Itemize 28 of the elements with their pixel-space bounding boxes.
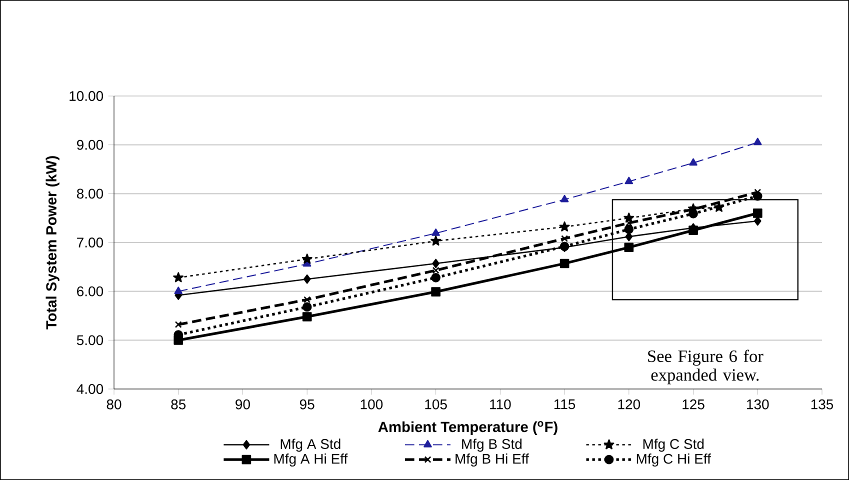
y-tick-label: 9.00 <box>77 140 104 150</box>
legend-label: Mfg A Std <box>280 438 340 452</box>
y-axis-title: Total System Power (kW) <box>46 156 60 330</box>
x-tick-label: 125 <box>682 399 704 410</box>
y-tick-label: 6.00 <box>77 286 104 296</box>
legend-label: Mfg A Hi Eff <box>274 453 348 467</box>
y-tick-label: 4.00 <box>76 384 104 394</box>
legend-label: Mfg C Hi Eff <box>636 453 712 467</box>
y-tick-label: 8.00 <box>76 188 104 199</box>
legend-label: Mfg B Std <box>462 438 522 452</box>
x-tick-label: 85 <box>171 399 186 410</box>
y-tick-label: 5.00 <box>76 335 104 346</box>
y-tick-label: 7.00 <box>77 238 104 248</box>
x-tick-label: 80 <box>106 399 122 410</box>
legend-label: Mfg C Std <box>643 438 704 452</box>
x-tick-label: 135 <box>811 399 834 410</box>
legend-label: Mfg B Hi Eff <box>456 453 529 467</box>
x-tick-label: 100 <box>360 399 383 410</box>
x-tick-label: 90 <box>236 399 250 410</box>
x-tick-label: 95 <box>300 399 314 410</box>
x-tick-label: 110 <box>490 399 511 410</box>
annotation: See Figure 6 for expanded view. <box>648 350 764 384</box>
x-tick-label: 120 <box>618 399 640 410</box>
x-tick-label: 115 <box>554 399 576 410</box>
x-tick-label: 105 <box>425 399 447 410</box>
x-tick-label: 130 <box>747 399 769 410</box>
x-axis-title: Ambient Temperature ($^{o}$F) <box>378 421 558 435</box>
y-tick-label: 10.00 <box>70 91 104 101</box>
